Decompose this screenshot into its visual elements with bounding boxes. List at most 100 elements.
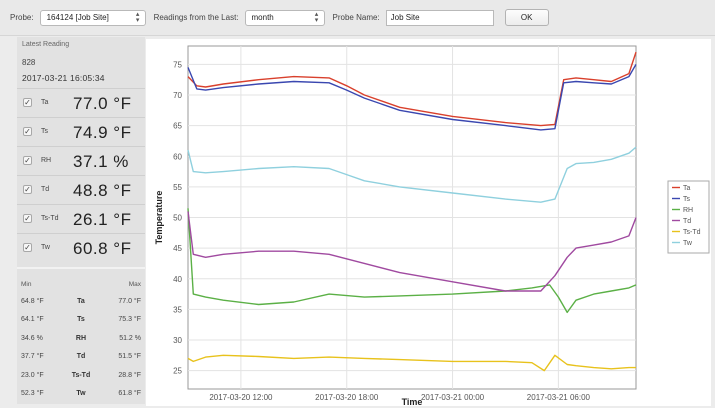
max-value: 28.8 °F bbox=[118, 371, 141, 379]
reading-value: 37.1 % bbox=[73, 152, 129, 171]
max-header: Max bbox=[128, 281, 141, 288]
series-label: Ts-Td bbox=[71, 371, 91, 379]
table-row: 64.1 °F Ts 75.3 °F bbox=[21, 311, 141, 330]
series-label: Td bbox=[76, 353, 86, 361]
y-tick-label: 70 bbox=[173, 91, 182, 100]
latest-reading-panel: Latest Reading 828 2017-03-21 16:05:34 ✓… bbox=[17, 37, 145, 404]
series-checkbox-ts[interactable]: ✓ bbox=[23, 127, 32, 136]
min-value: 64.8 °F bbox=[21, 297, 44, 305]
latest-reading-header: Latest Reading bbox=[22, 41, 70, 48]
reading-value: 74.9 °F bbox=[73, 123, 132, 142]
y-tick-label: 60 bbox=[173, 152, 182, 161]
y-tick-label: 40 bbox=[173, 275, 182, 284]
table-row: 23.0 °F Ts-Td 28.8 °F bbox=[21, 366, 141, 385]
reading-label: Td bbox=[41, 186, 50, 193]
legend-label: RH bbox=[683, 207, 693, 214]
y-axis-title: Temperature bbox=[154, 191, 164, 245]
y-tick-label: 30 bbox=[173, 336, 182, 345]
reading-row-td: ✓ Td 48.8 °F bbox=[17, 175, 145, 203]
y-tick-label: 65 bbox=[173, 122, 182, 131]
reading-timestamp: 2017-03-21 16:05:34 bbox=[22, 73, 105, 83]
max-value: 51.5 °F bbox=[118, 353, 141, 361]
series-line-rh bbox=[187, 208, 637, 314]
reading-value: 77.0 °F bbox=[73, 94, 132, 113]
x-tick-label: 2017-03-21 06:00 bbox=[527, 393, 591, 402]
y-tick-label: 55 bbox=[173, 183, 182, 192]
legend-label: Tw bbox=[683, 240, 693, 247]
series-label: Tw bbox=[76, 390, 86, 398]
min-value: 23.0 °F bbox=[21, 371, 44, 379]
legend-label: Ts-Td bbox=[683, 229, 701, 236]
min-max-panel: Min Max 64.8 °F Ta 77.0 °F 64.1 °F Ts 75… bbox=[17, 267, 145, 404]
reading-label: RH bbox=[41, 157, 52, 164]
select-arrows-icon: ▴ ▾ bbox=[314, 10, 319, 24]
y-tick-label: 45 bbox=[173, 244, 182, 253]
reading-label: Ts-Td bbox=[41, 215, 59, 222]
reading-value: 48.8 °F bbox=[73, 181, 132, 200]
series-checkbox-td[interactable]: ✓ bbox=[23, 185, 32, 194]
min-header: Min bbox=[21, 281, 32, 288]
temperature-chart[interactable]: 25 30 35 40 45 50 55 60 65 70 75 2017-03-20 12:00 20… bbox=[146, 39, 711, 406]
x-tick-label: 2017-03-20 18:00 bbox=[315, 393, 379, 402]
max-value: 75.3 °F bbox=[118, 316, 141, 324]
readings-period-value: month bbox=[251, 12, 274, 22]
reading-row-tw: ✓ Tw 60.8 °F bbox=[17, 233, 145, 261]
probe-name-field[interactable] bbox=[385, 9, 494, 26]
series-checkbox-tw[interactable]: ✓ bbox=[23, 243, 32, 252]
y-tick-label: 35 bbox=[173, 305, 182, 314]
ok-button[interactable]: OK bbox=[504, 9, 549, 26]
max-value: 61.8 °F bbox=[118, 390, 141, 398]
chart-svg: 25 30 35 40 45 50 55 60 65 70 75 2017-03-20 12:00 20… bbox=[154, 45, 710, 406]
x-axis-title: Time bbox=[402, 397, 423, 406]
series-label: RH bbox=[75, 334, 87, 342]
y-tick-label: 50 bbox=[173, 214, 182, 223]
x-tick-label: 2017-03-21 00:00 bbox=[421, 393, 485, 402]
table-row: 52.3 °F Tw 61.8 °F bbox=[21, 385, 141, 404]
max-value: 77.0 °F bbox=[118, 297, 141, 305]
series-line-tw bbox=[187, 146, 637, 203]
series-checkbox-ta[interactable]: ✓ bbox=[23, 98, 32, 107]
probe-label: Probe: bbox=[10, 13, 34, 22]
series-checkbox-rh[interactable]: ✓ bbox=[23, 156, 32, 165]
readings-label: Readings from the Last: bbox=[153, 13, 239, 22]
min-value: 52.3 °F bbox=[21, 390, 44, 398]
reading-row-ts-td: ✓ Ts-Td 26.1 °F bbox=[17, 204, 145, 232]
reading-value: 26.1 °F bbox=[73, 210, 132, 229]
probe-select[interactable]: 164124 [Job Site] ▴ ▾ bbox=[39, 9, 146, 26]
probe-select-value: 164124 [Job Site] bbox=[46, 12, 109, 22]
reading-label: Ts bbox=[41, 128, 48, 135]
max-value: 51.2 % bbox=[119, 334, 141, 342]
reading-row-rh: ✓ RH 37.1 % bbox=[17, 146, 145, 174]
table-row: 34.6 % RH 51.2 % bbox=[21, 329, 141, 348]
select-arrows-icon: ▴ ▾ bbox=[135, 10, 140, 24]
series-label: Ta bbox=[77, 297, 85, 305]
min-value: 37.7 °F bbox=[21, 353, 44, 361]
series-line-td bbox=[187, 211, 637, 292]
min-max-table: Min Max 64.8 °F Ta 77.0 °F 64.1 °F Ts 75… bbox=[21, 277, 141, 403]
table-row: 64.8 °F Ta 77.0 °F bbox=[21, 292, 141, 311]
y-tick-label: 25 bbox=[173, 367, 182, 376]
legend-label: Ts bbox=[683, 196, 691, 203]
probe-name-label: Probe Name: bbox=[332, 13, 380, 22]
probe-id: 828 bbox=[22, 58, 36, 67]
reading-label: Tw bbox=[41, 244, 50, 251]
series-label: Ts bbox=[77, 316, 85, 324]
x-tick-label: 2017-03-20 12:00 bbox=[209, 393, 273, 402]
series-line-ts bbox=[187, 64, 637, 131]
legend-label: Td bbox=[683, 218, 691, 225]
series-line-ta bbox=[187, 51, 637, 127]
series-checkbox-ts-td[interactable]: ✓ bbox=[23, 214, 32, 223]
min-value: 34.6 % bbox=[21, 334, 43, 342]
series-line-ts-td bbox=[187, 354, 636, 372]
reading-value: 60.8 °F bbox=[73, 239, 132, 258]
legend-box bbox=[667, 180, 710, 254]
readings-period-select[interactable]: month ▴ ▾ bbox=[244, 9, 325, 26]
reading-row-ts: ✓ Ts 74.9 °F bbox=[17, 117, 145, 145]
y-tick-label: 75 bbox=[173, 60, 182, 69]
toolbar: Probe: 164124 [Job Site] ▴ ▾ Readings fro… bbox=[0, 0, 715, 36]
min-value: 64.1 °F bbox=[21, 316, 44, 324]
table-row: 37.7 °F Td 51.5 °F bbox=[21, 348, 141, 367]
reading-label: Ta bbox=[41, 99, 49, 106]
legend-label: Ta bbox=[683, 185, 691, 192]
reading-row-ta: ✓ Ta 77.0 °F bbox=[17, 88, 145, 116]
